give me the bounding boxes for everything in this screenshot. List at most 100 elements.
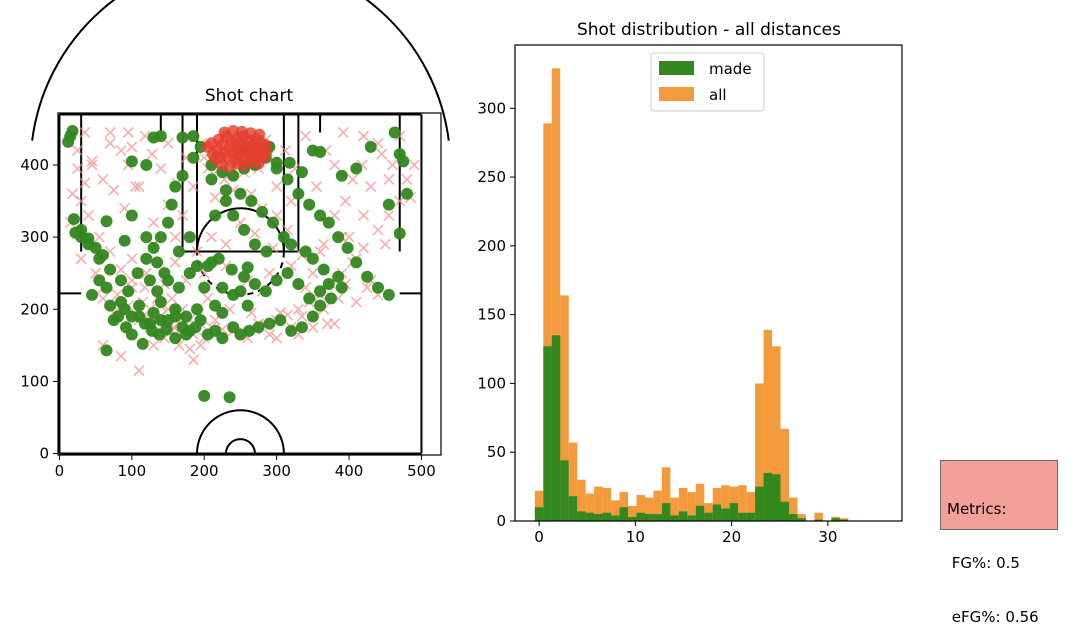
shot-made-point [104, 299, 117, 312]
shot-made-point [169, 180, 182, 193]
figure: Shot chart 0 100 200 300 400 500 010020030040… [20, 0, 903, 546]
metrics-box: Metrics: FG%: 0.5 eFG%: 0.56 [940, 460, 1058, 626]
shot-miss-point [187, 354, 199, 366]
histogram-bar-all [619, 492, 629, 521]
shot-miss-point [357, 242, 370, 254]
shot-made-point [162, 216, 175, 229]
shot-miss-point [108, 184, 120, 196]
court-three-point-arc [31, 0, 450, 141]
shot-miss-point [184, 343, 196, 355]
shot-miss-point [71, 144, 84, 157]
shot-made-point [243, 324, 256, 337]
shot-made-point [198, 281, 211, 294]
histogram-bar-made [602, 512, 612, 521]
shot-made-point [238, 223, 251, 236]
shot-made-point [122, 285, 135, 298]
shot-made-point [270, 156, 283, 169]
histogram-bar-made [687, 515, 696, 521]
histogram-bar-all [611, 500, 620, 521]
histogram-bar-made [619, 507, 629, 521]
shot-miss-point [187, 181, 199, 193]
shot-made-point [263, 317, 276, 330]
histogram-bar-made [704, 512, 713, 521]
shot-miss-point [75, 253, 87, 265]
histogram-bar-all [678, 487, 688, 521]
shot-made-point [372, 281, 385, 294]
shot-made-point [131, 267, 144, 280]
shot-made-point [209, 209, 222, 222]
shot-made-point [154, 231, 167, 244]
shot-made-point [397, 155, 410, 168]
metrics-efg: eFG%: 0.56 [947, 608, 1039, 626]
shot-made-point [238, 270, 251, 283]
shot-made-point [162, 274, 175, 287]
histogram-x-tick-label: 0 [534, 528, 544, 546]
legend-label-made: made [709, 60, 752, 78]
histogram-y-tick-label: 300 [477, 99, 506, 117]
shot-made-point [191, 303, 204, 316]
shot-made-point [205, 256, 218, 269]
shot-miss-point [337, 126, 349, 139]
court-hoop-arc [224, 438, 256, 454]
shot-made-point [216, 332, 229, 345]
histogram-bars [534, 68, 849, 522]
shot-made-point [216, 281, 229, 294]
shot-made-point [248, 238, 261, 251]
shot-miss-point [401, 173, 413, 185]
shot-miss-point [383, 173, 395, 185]
shot-y-tick-label: 0 [39, 445, 49, 463]
histogram-y-tick-label: 50 [487, 443, 506, 461]
shot-y-tick-label: 100 [20, 372, 49, 390]
shot-miss-point [357, 130, 370, 142]
shot-made-point [227, 209, 240, 222]
shot-made-point [118, 234, 131, 247]
histogram-bar-made [577, 511, 586, 521]
shot-miss-point [279, 144, 291, 157]
shot-miss-point [339, 195, 351, 207]
shot-miss-point [300, 130, 312, 142]
shot-made-point [172, 245, 185, 258]
shot-made-point [180, 328, 193, 341]
shot-miss-point [166, 292, 178, 304]
histogram-bar-made [738, 512, 747, 521]
shot-miss-point [271, 332, 283, 344]
shot-made-point [332, 270, 345, 283]
histogram-bar-made [729, 503, 739, 521]
shot-miss-point [292, 303, 304, 315]
histogram-bar-all [763, 329, 773, 521]
histogram-bar-all [755, 383, 764, 521]
shot-made-point [183, 231, 196, 244]
shot-x-tick-label: 100 [118, 462, 147, 480]
histogram-y-tick-label: 100 [477, 374, 506, 392]
shot-miss-point [155, 162, 167, 175]
shot-made-point [169, 332, 182, 345]
shot-miss-point [82, 209, 94, 222]
histogram-bar-made [839, 519, 849, 521]
shot-made-point [245, 195, 258, 208]
shot-chart-x-axis: 0 100 200 300 400 500 [55, 455, 436, 480]
court-restricted-arc [196, 409, 285, 454]
shot-made-point [100, 281, 113, 294]
shot-made-point [67, 213, 80, 226]
shot-made-point [241, 261, 254, 274]
shot-made-point [154, 130, 167, 143]
shot-made-point [151, 285, 164, 298]
histogram-title: Shot distribution - all distances [577, 20, 841, 40]
shot-miss-point [318, 238, 330, 250]
shot-miss-point [115, 264, 127, 276]
shot-made-point [234, 187, 247, 200]
histogram-bar-all [780, 428, 789, 521]
histogram-bar-made [772, 474, 781, 521]
histogram-bar-all [585, 493, 595, 521]
shot-chart-title: Shot chart [205, 86, 294, 106]
histogram-bar-all [644, 497, 654, 521]
shot-made-point [322, 278, 335, 290]
histogram-bar-all [602, 487, 612, 521]
shot-made-point [227, 169, 240, 182]
histogram-bar-made [797, 518, 806, 521]
histogram-y-tick-label: 150 [477, 306, 506, 324]
histogram-bar-all [772, 346, 781, 521]
shot-made-point [382, 198, 395, 211]
histogram-bar-made [746, 512, 756, 521]
shot-made-point [133, 299, 146, 312]
